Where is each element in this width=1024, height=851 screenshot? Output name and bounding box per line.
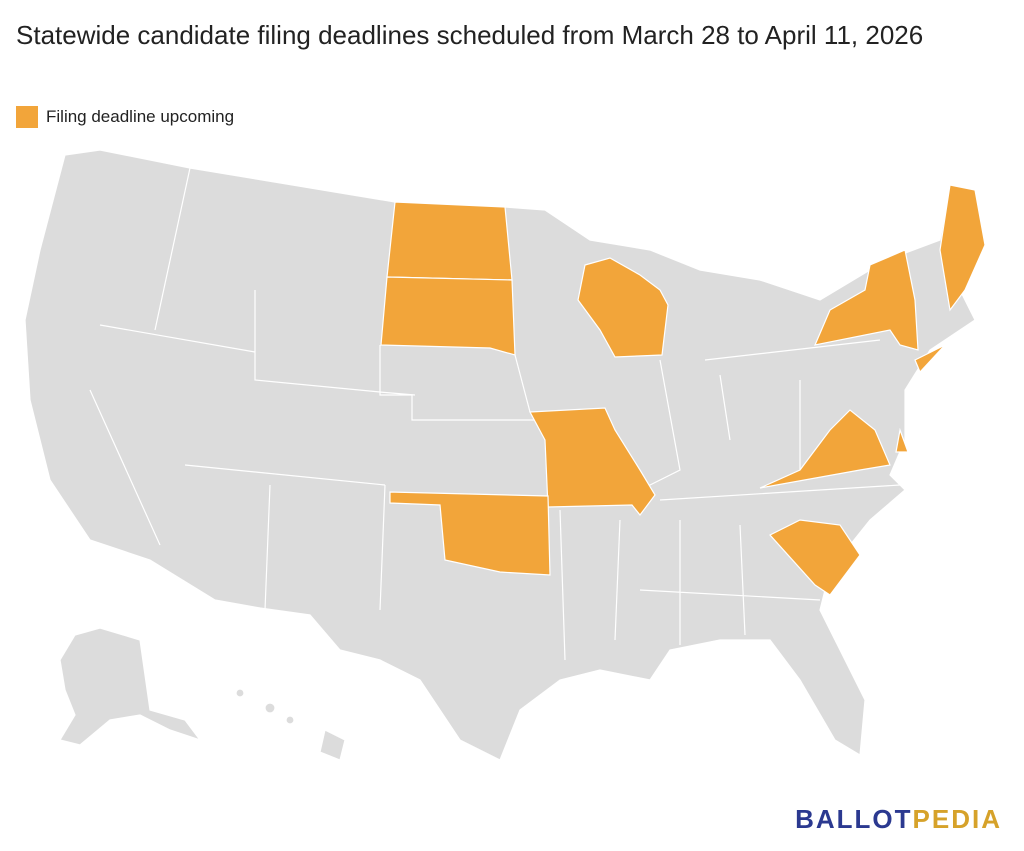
title: Statewide candidate filing deadlines sch…: [16, 20, 924, 50]
state: [914, 344, 946, 374]
state-borders: [89, 167, 901, 661]
state: [813, 249, 919, 351]
state: [769, 519, 861, 596]
legend-label: Filing deadline upcoming: [46, 107, 235, 126]
logo: BALLOTPEDIA: [795, 804, 1002, 835]
state: [529, 407, 656, 516]
logo-text: PEDIA: [912, 804, 1002, 834]
legend-swatch: [16, 106, 38, 128]
highlighted-states: [380, 184, 986, 596]
state: [759, 409, 891, 489]
legend: Filing deadline upcoming: [16, 106, 234, 128]
hawaii: [235, 688, 346, 761]
state: [389, 491, 551, 576]
state: [895, 427, 909, 453]
state: [577, 257, 669, 358]
state: [386, 201, 513, 281]
state: [380, 276, 516, 356]
alaska: [59, 627, 202, 746]
state: [939, 184, 986, 312]
logo-text: BALLOT: [795, 804, 913, 834]
